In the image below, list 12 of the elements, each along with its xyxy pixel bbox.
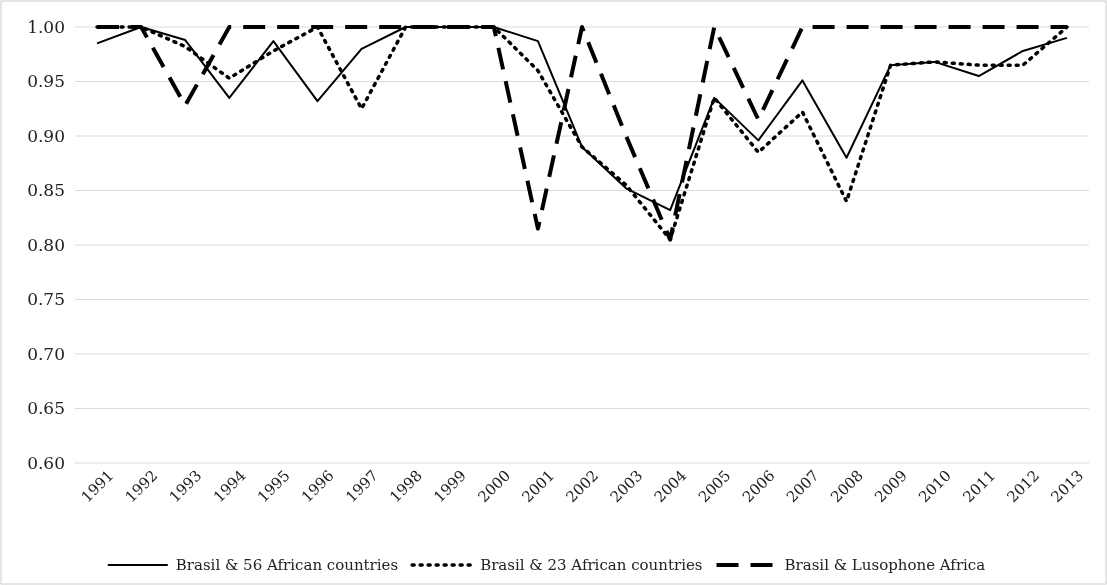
y-tick-label: 0.75 <box>27 289 65 310</box>
y-tick-label: 0.70 <box>27 343 65 364</box>
y-tick-label: 0.60 <box>27 452 65 473</box>
y-tick-label: 0.90 <box>27 125 65 146</box>
y-tick-label: 0.85 <box>27 180 65 201</box>
legend-label: Brasil & 56 African countries <box>175 556 399 575</box>
legend-label: Brasil & Lusophone Africa <box>784 556 986 575</box>
legend-label: Brasil & 23 African countries <box>480 556 703 575</box>
y-tick-label: 0.80 <box>27 234 65 255</box>
y-tick-label: 0.65 <box>27 398 65 419</box>
y-tick-label: 1.00 <box>27 16 65 37</box>
y-tick-label: 0.95 <box>27 71 65 92</box>
